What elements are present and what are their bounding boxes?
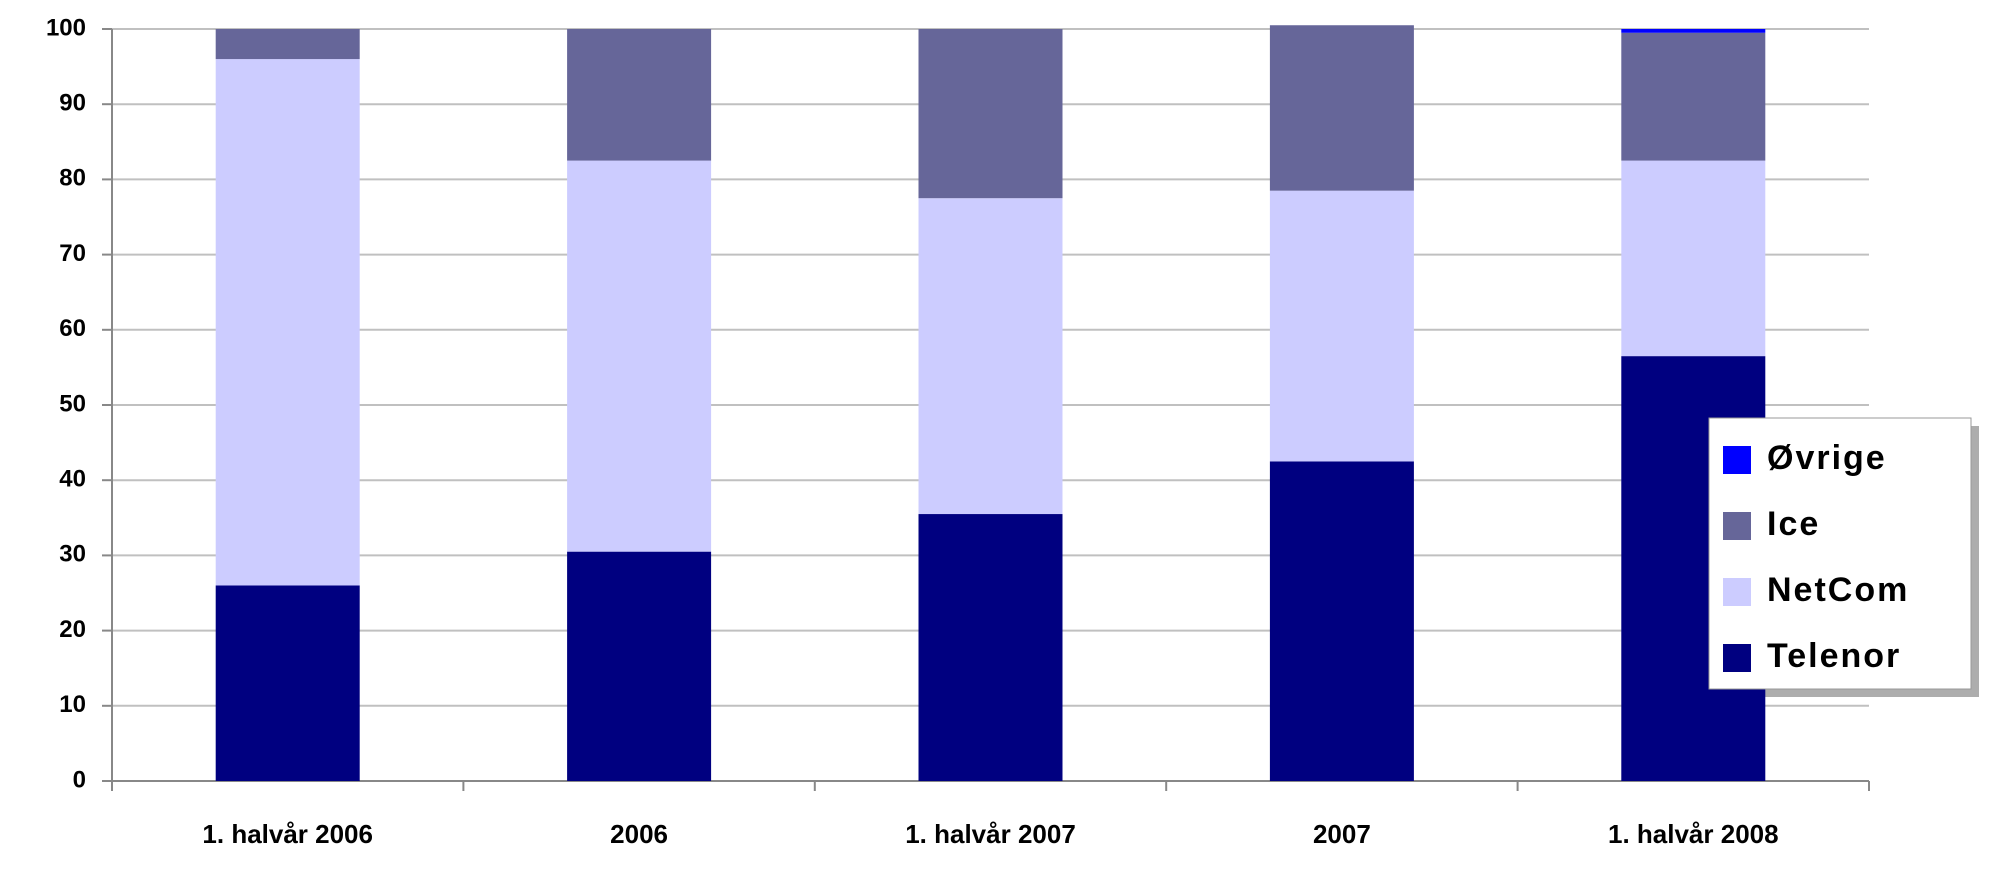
y-tick-label: 20 [59, 616, 86, 643]
bar-segment [567, 160, 712, 552]
bar-segment [1621, 29, 1766, 33]
bar-segment [215, 59, 360, 586]
x-tick-label: 1. halvår 2007 [905, 819, 1076, 849]
bar-segment [918, 514, 1063, 781]
x-tick-label: 2007 [1313, 819, 1371, 849]
y-tick-label: 60 [59, 315, 86, 342]
x-tick-label: 2006 [610, 819, 668, 849]
x-tick-label: 1. halvår 2008 [1608, 819, 1779, 849]
legend-label: NetCom [1767, 571, 1909, 609]
y-tick-label: 10 [59, 691, 86, 718]
y-tick-label: 50 [59, 390, 86, 417]
y-tick-label: 90 [59, 90, 86, 117]
legend-label: Øvrige [1767, 439, 1887, 477]
bar-segment [215, 29, 360, 60]
bar-segment [918, 198, 1063, 515]
y-tick-label: 80 [59, 165, 86, 192]
y-tick-label: 0 [73, 766, 86, 793]
y-tick-label: 40 [59, 466, 86, 493]
x-tick-label: 1. halvår 2006 [202, 819, 373, 849]
y-tick-label: 70 [59, 240, 86, 267]
legend-label: Ice [1767, 505, 1820, 543]
bar-segment [215, 585, 360, 781]
y-tick-label: 100 [46, 14, 86, 41]
legend-swatch [1723, 578, 1751, 606]
bar-segment [1269, 25, 1414, 191]
bar-segment [1269, 190, 1414, 462]
legend-swatch [1723, 512, 1751, 540]
bar-segment [918, 29, 1063, 199]
legend-swatch [1723, 446, 1751, 474]
legend-swatch [1723, 644, 1751, 672]
bar-segment [1269, 461, 1414, 781]
bar-segment [1621, 32, 1766, 161]
y-tick-label: 30 [59, 541, 86, 568]
bar-segment [1621, 160, 1766, 357]
bar-segment [567, 29, 712, 161]
bar-segment [567, 551, 712, 781]
legend-label: Telenor [1767, 637, 1901, 675]
legend-box [1708, 417, 1972, 690]
